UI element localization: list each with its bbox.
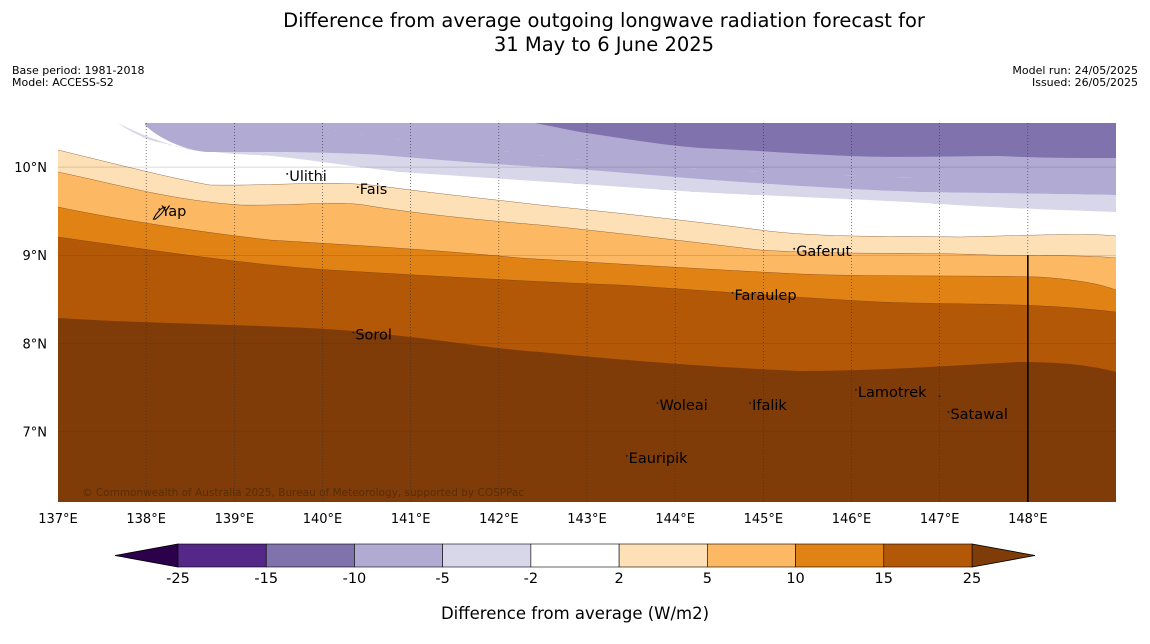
model-run-text: Model run: 24/05/2025 xyxy=(1012,64,1138,77)
colorbar-segment xyxy=(354,543,443,568)
place-label-woleai: Woleai xyxy=(660,398,708,414)
colorbar-tick-label: -25 xyxy=(166,571,190,587)
band-2-5 xyxy=(58,150,1116,258)
colorbar-over-arrow xyxy=(971,543,1036,568)
lon-tick-label: 144°E xyxy=(655,512,695,527)
colorbar-segment xyxy=(618,543,708,568)
band-minus-5-minus-2 xyxy=(118,123,1116,212)
place-label-satawal: Satawal xyxy=(950,407,1007,423)
lat-tick-label: 9°N xyxy=(23,249,48,264)
place-label-fais: Fais xyxy=(360,182,387,198)
place-label-ifalik: Ifalik xyxy=(752,398,787,414)
lon-tick-label: 138°E xyxy=(126,512,166,527)
place-label-eauripik: Eauripik xyxy=(629,451,688,467)
colorbar-tick-label: 25 xyxy=(963,571,981,587)
issued-text: Issued: 26/05/2025 xyxy=(1031,76,1138,89)
colorbar-tick-label: -15 xyxy=(254,571,278,587)
place-marker xyxy=(625,454,628,457)
place-marker xyxy=(749,402,752,405)
colorbar-tick-label: 2 xyxy=(614,571,623,587)
place-label-faraulep: Faraulep xyxy=(734,288,796,304)
colorbar-segment xyxy=(707,543,796,568)
place-marker xyxy=(938,395,941,398)
place-label-sorol: Sorol xyxy=(355,328,392,344)
place-label-yap: Yap xyxy=(160,204,186,220)
colorbar-segment xyxy=(177,543,267,568)
lat-tick-label: 7°N xyxy=(23,425,48,440)
title-line-2: 31 May to 6 June 2025 xyxy=(493,33,715,56)
lon-tick-label: 146°E xyxy=(832,512,872,527)
place-marker xyxy=(947,410,950,413)
lat-ticks: 10°N 9°N 8°N 7°N xyxy=(14,161,47,440)
colorbar-tick-label: -5 xyxy=(435,571,449,587)
colorbar-tick-label: 5 xyxy=(703,571,712,587)
colorbar-segment xyxy=(795,543,885,568)
meta-right: Model run: 24/05/2025 Issued: 26/05/2025 xyxy=(1012,65,1138,89)
place-marker xyxy=(352,331,355,334)
colorbar: -25 -15 -10 -5 -2 2 5 10 15 25 xyxy=(114,543,1036,587)
colorbar-tick-label: 15 xyxy=(875,571,893,587)
colorbar-tick-label: -2 xyxy=(524,571,538,587)
lon-tick-label: 145°E xyxy=(744,512,784,527)
place-marker xyxy=(656,402,659,405)
chart-title: Difference from average outgoing longwav… xyxy=(0,9,1150,57)
lon-tick-label: 142°E xyxy=(479,512,519,527)
place-label-lamotrek: Lamotrek xyxy=(858,385,927,401)
lon-tick-label: 148°E xyxy=(1008,512,1048,527)
gridlines xyxy=(58,123,1116,502)
base-period-text: Base period: 1981-2018 xyxy=(12,64,145,77)
colorbar-segment xyxy=(883,543,973,568)
places-layer: Yap Ulithi Fais Gaferut Faraulep Sorol Woleai I… xyxy=(152,169,1008,467)
title-line-1: Difference from average outgoing longwav… xyxy=(283,9,925,32)
colorbar-segment xyxy=(265,543,355,568)
place-label-gaferut: Gaferut xyxy=(796,244,851,260)
colorbar-segment xyxy=(530,543,620,568)
lon-tick-label: 137°E xyxy=(38,512,78,527)
colorbar-tick-label: 10 xyxy=(786,571,804,587)
place-marker xyxy=(356,186,359,189)
lat-tick-label: 8°N xyxy=(23,337,48,352)
map-area: Yap Ulithi Fais Gaferut Faraulep Sorol Woleai I… xyxy=(14,123,1116,527)
lon-tick-label: 143°E xyxy=(567,512,607,527)
copyright-text: © Commonwealth of Australia 2025, Bureau… xyxy=(82,487,524,499)
place-marker xyxy=(793,247,796,250)
colorbar-under-arrow xyxy=(114,543,179,568)
place-marker xyxy=(286,172,289,175)
model-text: Model: ACCESS-S2 xyxy=(12,76,114,89)
colorbar-label: Difference from average (W/m2) xyxy=(440,604,710,623)
place-marker xyxy=(854,388,857,391)
place-label-ulithi: Ulithi xyxy=(289,169,327,185)
contour-lines xyxy=(58,149,1116,313)
colorbar-tick-label: -10 xyxy=(343,571,367,587)
lon-tick-label: 140°E xyxy=(303,512,343,527)
lon-tick-label: 139°E xyxy=(215,512,255,527)
lon-tick-label: 141°E xyxy=(391,512,431,527)
meta-left: Base period: 1981-2018 Model: ACCESS-S2 xyxy=(12,65,144,89)
colorbar-segment xyxy=(442,543,532,568)
lon-ticks: 137°E 138°E 139°E 140°E 141°E 142°E 143°E 144°E… xyxy=(38,512,1047,527)
yap-island-outline xyxy=(152,206,167,220)
lon-tick-label: 147°E xyxy=(920,512,960,527)
band-minus-15-minus-10 xyxy=(535,123,1116,158)
place-marker xyxy=(731,291,734,294)
lat-tick-label: 10°N xyxy=(14,161,47,176)
